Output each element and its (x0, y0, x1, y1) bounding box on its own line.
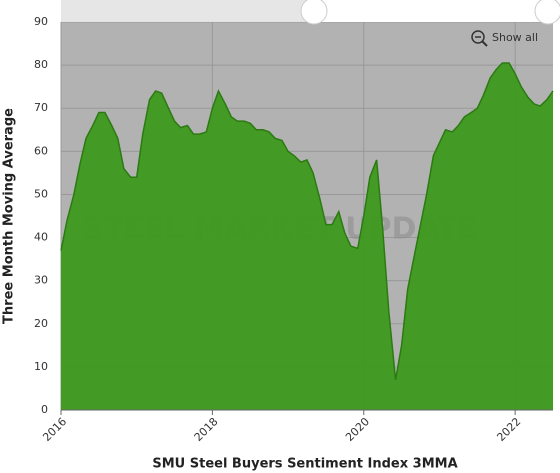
line (60, 62, 554, 380)
y-tick-label: 40 (34, 231, 48, 244)
navigator-window[interactable] (314, 0, 548, 22)
show-all-label[interactable]: Show all (492, 31, 538, 44)
show-all-button[interactable]: Show all (471, 30, 538, 47)
x-tick-label: 2022 (494, 415, 523, 444)
y-tick-label: 20 (34, 317, 48, 330)
y-tick-label: 80 (34, 58, 48, 71)
zoom-icon (481, 40, 488, 47)
y-tick-label: 50 (34, 187, 48, 200)
zoom-icon (471, 30, 485, 44)
y-tick-label: 0 (41, 403, 48, 416)
x-tick-label: 2018 (192, 415, 221, 444)
navigator-handle[interactable] (534, 0, 560, 25)
navigator-handle[interactable] (300, 0, 328, 25)
area (61, 62, 553, 410)
x-axis-title: SMU Steel Buyers Sentiment Index 3MMA (152, 457, 457, 472)
y-tick-label: 70 (34, 101, 48, 114)
y-tick-label: 90 (34, 15, 48, 28)
y-tick-label: 30 (34, 274, 48, 287)
x-tick-label: 2016 (40, 415, 69, 444)
x-tick-label: 2020 (343, 415, 372, 444)
y-tick-label: 10 (34, 360, 48, 373)
y-axis-title: Three Month Moving Average (2, 108, 17, 324)
y-tick-label: 60 (34, 144, 48, 157)
